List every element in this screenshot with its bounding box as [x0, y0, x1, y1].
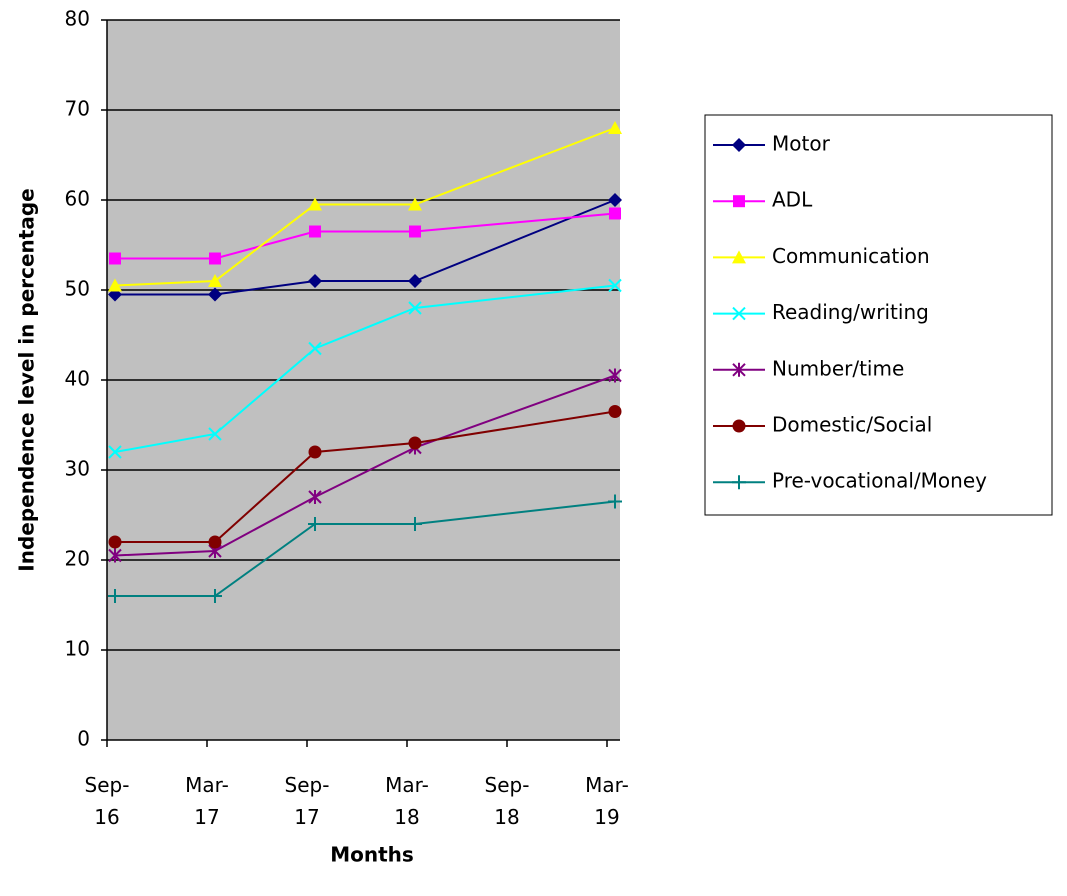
marker — [208, 535, 222, 549]
marker — [609, 207, 621, 220]
legend-label: Motor — [772, 132, 831, 156]
marker — [108, 548, 122, 563]
x-tick-label: Sep-17 — [285, 773, 330, 829]
marker — [608, 278, 622, 293]
marker — [109, 252, 121, 265]
marker — [208, 589, 222, 603]
marker — [108, 445, 122, 459]
legend-label: Reading/writing — [772, 300, 929, 324]
marker — [208, 427, 222, 441]
marker — [608, 121, 622, 134]
marker — [209, 252, 221, 265]
marker — [308, 341, 322, 356]
x-tick-label: Sep-16 — [85, 773, 130, 829]
y-tick-label: 30 — [65, 457, 90, 481]
marker — [208, 274, 222, 287]
marker — [608, 494, 622, 509]
marker — [308, 445, 322, 459]
legend-box — [704, 114, 1053, 516]
marker — [608, 368, 622, 383]
y-tick-label: 40 — [65, 367, 90, 391]
legend-marker — [732, 250, 746, 264]
legend-label: ADL — [772, 188, 813, 212]
y-tick-label: 50 — [65, 277, 90, 301]
marker — [108, 535, 122, 549]
marker — [308, 197, 322, 211]
marker — [308, 274, 322, 288]
y-axis-label: Independence level in percentage — [15, 188, 39, 571]
y-tick-label: 0 — [77, 727, 90, 751]
y-tick-label: 10 — [65, 637, 90, 661]
legend-marker — [732, 475, 746, 490]
y-tick-label: 60 — [65, 187, 90, 211]
x-tick-label: Mar-19 — [585, 773, 629, 829]
marker — [208, 287, 222, 302]
legend-label: Pre-vocational/Money — [772, 469, 987, 493]
y-tick-label: 80 — [65, 7, 90, 31]
x-tick-label: Sep-18 — [485, 773, 530, 829]
legend-marker — [733, 195, 745, 208]
legend-marker — [732, 419, 746, 433]
y-tick-label: 70 — [65, 97, 90, 121]
x-tick-label: Mar-17 — [185, 773, 229, 829]
legend-marker — [732, 306, 746, 321]
x-tick-label: Mar-18 — [385, 773, 429, 829]
marker — [308, 490, 322, 504]
marker — [108, 589, 122, 603]
marker — [309, 225, 321, 238]
y-tick-label: 20 — [65, 547, 90, 571]
marker — [608, 193, 622, 207]
marker — [408, 301, 422, 315]
legend-marker — [732, 362, 746, 377]
marker — [408, 197, 422, 211]
legend-marker — [732, 138, 746, 152]
marker — [308, 517, 322, 531]
x-axis-label: Months — [330, 843, 414, 867]
legend-label: Number/time — [772, 356, 904, 380]
legend-label: Communication — [772, 244, 930, 268]
marker — [408, 274, 422, 288]
legend-label: Domestic/Social — [772, 413, 932, 437]
marker — [409, 225, 421, 238]
marker — [408, 517, 422, 531]
marker — [108, 278, 122, 292]
marker — [408, 436, 422, 450]
marker — [608, 405, 622, 418]
